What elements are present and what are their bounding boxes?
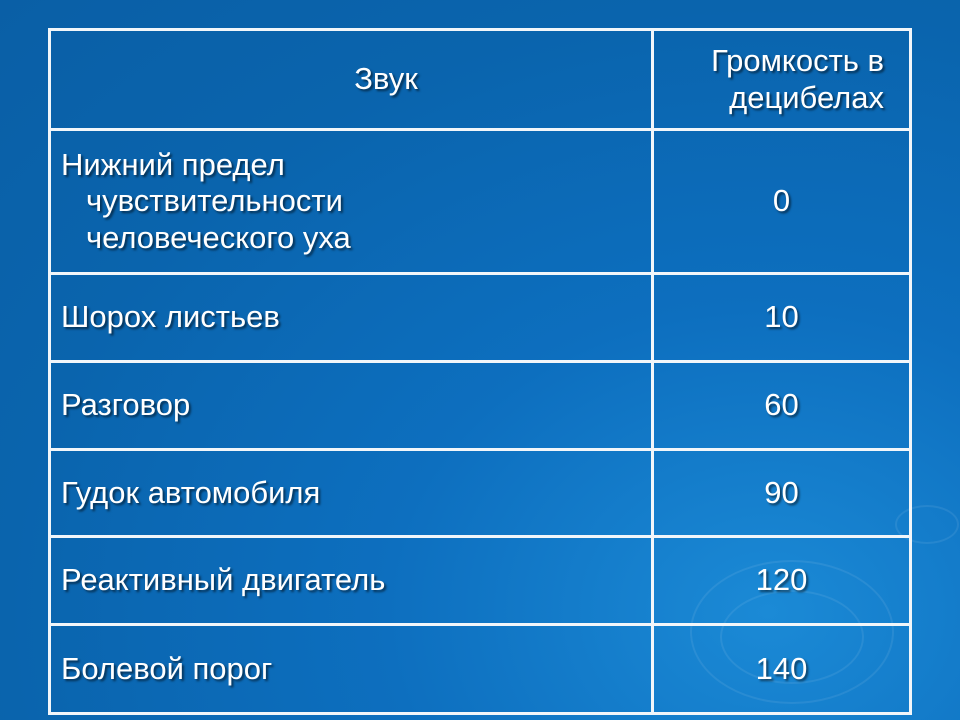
cell-db: 90 (651, 448, 912, 538)
cell-sound: Гудок автомобиля (48, 448, 654, 538)
cell-sound: Реактивный двигатель (48, 535, 654, 626)
table-header-row: Звук Громкость в децибелах (48, 28, 912, 131)
table-row: Разговор 60 (48, 360, 912, 451)
cell-sound: Разговор (48, 360, 654, 451)
cell-db: 0 (651, 128, 912, 275)
cell-db: 60 (651, 360, 912, 451)
cell-db: 10 (651, 272, 912, 363)
header-loudness-text: Громкость в децибелах (711, 43, 884, 115)
cell-db: 140 (651, 623, 912, 715)
table-row: Болевой порог 140 (48, 623, 912, 715)
cell-sound: Болевой порог (48, 623, 654, 715)
table-row: Нижний предел чувствительности человечес… (48, 128, 912, 275)
header-loudness: Громкость в децибелах (651, 28, 912, 131)
table-row: Реактивный двигатель 120 (48, 535, 912, 626)
cell-db: 120 (651, 535, 912, 626)
cell-sound: Нижний предел чувствительности человечес… (48, 128, 654, 275)
table-row: Шорох листьев 10 (48, 272, 912, 363)
sound-loudness-table: Звук Громкость в децибелах Нижний предел… (48, 28, 912, 715)
table-row: Гудок автомобиля 90 (48, 448, 912, 538)
cell-sound: Шорох листьев (48, 272, 654, 363)
header-sound: Звук (48, 28, 654, 131)
